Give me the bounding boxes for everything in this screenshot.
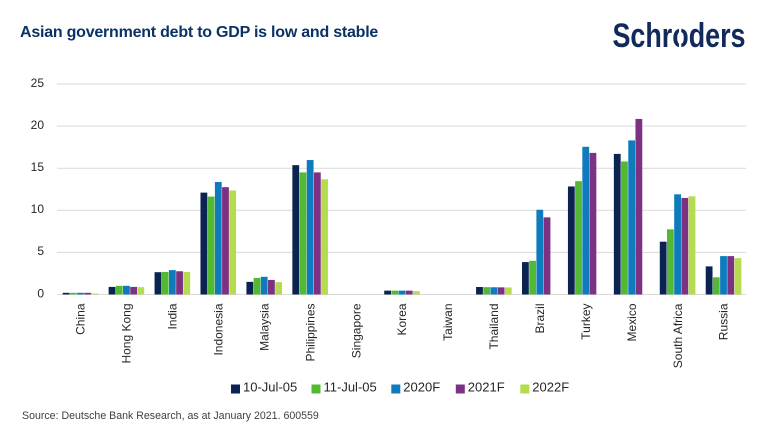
svg-text:Mexico: Mexico	[625, 303, 639, 341]
svg-text:Hong Kong: Hong Kong	[120, 304, 134, 364]
svg-text:10: 10	[31, 202, 45, 216]
svg-text:15: 15	[31, 160, 45, 174]
svg-text:10-Jul-05: 10-Jul-05	[243, 380, 297, 395]
svg-text:5: 5	[37, 244, 44, 258]
svg-text:Turkey: Turkey	[579, 304, 593, 340]
svg-text:2022F: 2022F	[532, 380, 569, 395]
svg-text:20: 20	[31, 118, 45, 132]
svg-text:25: 25	[31, 76, 45, 90]
svg-text:2021F: 2021F	[468, 380, 505, 395]
svg-text:Indonesia: Indonesia	[212, 303, 226, 355]
svg-text:Brazil: Brazil	[533, 304, 547, 334]
svg-text:Korea: Korea	[395, 303, 409, 335]
svg-text:Thailand: Thailand	[487, 304, 501, 350]
svg-text:Russia: Russia	[717, 303, 731, 340]
svg-text:Source: Deutsche Bank Research: Source: Deutsche Bank Research, as at Ja…	[22, 410, 319, 422]
svg-text:China: China	[74, 303, 88, 335]
svg-text:0: 0	[37, 286, 44, 300]
svg-text:Singapore: Singapore	[349, 303, 363, 358]
svg-text:Malaysia: Malaysia	[257, 303, 271, 351]
svg-text:Asian government debt to GDP i: Asian government debt to GDP is low and …	[20, 24, 378, 41]
svg-text:Taiwan: Taiwan	[441, 304, 455, 341]
svg-text:Philippines: Philippines	[303, 304, 317, 362]
svg-text:India: India	[166, 303, 180, 329]
svg-text:South Africa: South Africa	[671, 303, 685, 368]
svg-text:2020F: 2020F	[403, 380, 440, 395]
svg-text:11-Jul-05: 11-Jul-05	[324, 380, 377, 395]
